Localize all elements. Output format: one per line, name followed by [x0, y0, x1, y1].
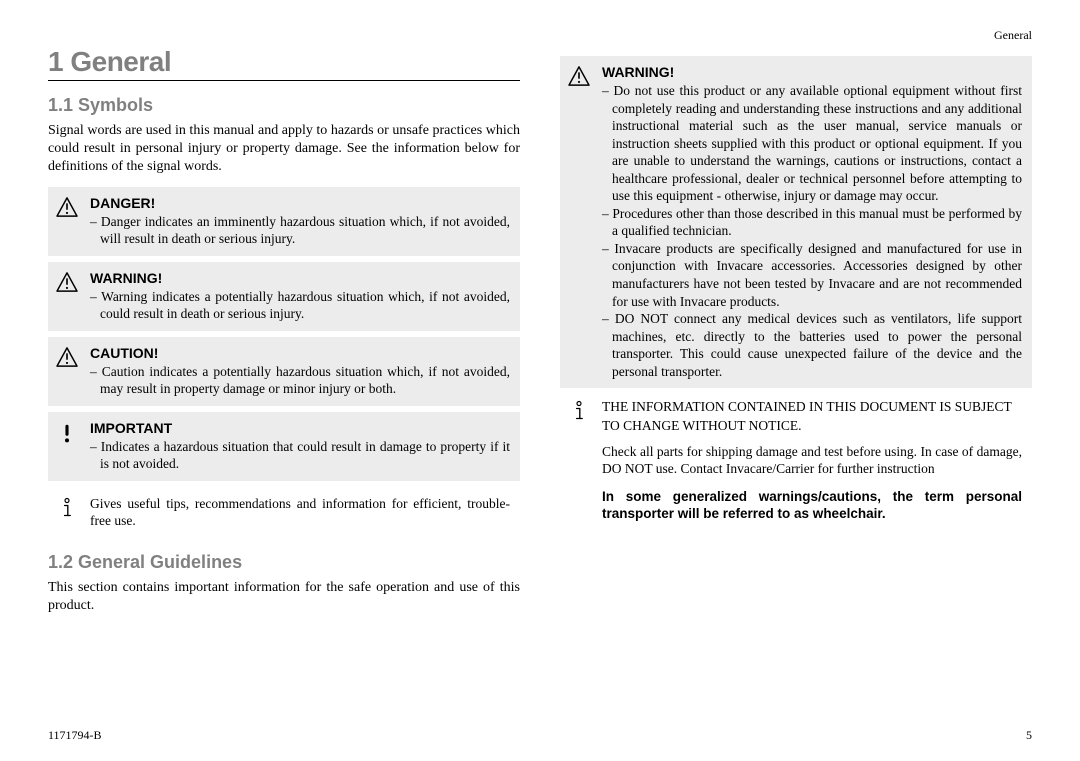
info-icon — [566, 398, 592, 523]
left-column: 1 General 1.1 Symbols Signal words are u… — [48, 28, 520, 741]
danger-callout: DANGER! Danger indicates an imminently h… — [48, 187, 520, 256]
warning-triangle-icon — [54, 270, 80, 323]
info-check: Check all parts for shipping damage and … — [602, 443, 1022, 478]
tip-text: Gives useful tips, recommendations and i… — [90, 495, 510, 530]
doc-number: 1171794-B — [48, 728, 102, 743]
info-upper: THE INFORMATION CONTAINED IN THIS DOCUME… — [602, 398, 1022, 434]
section-1-2-title: 1.2 General Guidelines — [48, 552, 520, 573]
tip-callout: Gives useful tips, recommendations and i… — [48, 487, 520, 538]
info-block: THE INFORMATION CONTAINED IN THIS DOCUME… — [560, 394, 1032, 531]
big-warning-item: DO NOT connect any medical devices such … — [602, 311, 1022, 379]
page-footer: 1171794-B 5 — [48, 728, 1032, 743]
big-warning-item: Procedures other than those described in… — [602, 206, 1022, 239]
running-header: General — [994, 28, 1032, 43]
section-1-2-intro: This section contains important informat… — [48, 579, 520, 615]
warning-triangle-icon — [566, 64, 592, 380]
info-icon — [54, 495, 80, 530]
page-number: 5 — [1026, 728, 1032, 743]
warning-def-title: WARNING! — [90, 270, 510, 286]
warning-def-callout: WARNING! Warning indicates a potentially… — [48, 262, 520, 331]
big-warning-list: Do not use this product or any available… — [602, 82, 1022, 380]
section-1-1-title: 1.1 Symbols — [48, 95, 520, 116]
section-1-1-intro: Signal words are used in this manual and… — [48, 122, 520, 177]
caution-callout: CAUTION! Caution indicates a potentially… — [48, 337, 520, 406]
important-callout: IMPORTANT Indicates a hazardous situatio… — [48, 412, 520, 481]
big-warning-item: Invacare products are specifically desig… — [602, 241, 1022, 309]
big-warning-item: Do not use this product or any available… — [602, 83, 1022, 203]
caution-title: CAUTION! — [90, 345, 510, 361]
warning-triangle-icon — [54, 345, 80, 398]
right-column: WARNING! Do not use this product or any … — [560, 28, 1032, 741]
important-text: Indicates a hazardous situation that cou… — [90, 439, 510, 472]
important-title: IMPORTANT — [90, 420, 510, 436]
big-warning-callout: WARNING! Do not use this product or any … — [560, 56, 1032, 388]
caution-text: Caution indicates a potentially hazardou… — [90, 364, 510, 397]
danger-title: DANGER! — [90, 195, 510, 211]
warning-def-text: Warning indicates a potentially hazardou… — [90, 289, 510, 322]
danger-text: Danger indicates an imminently hazardous… — [90, 214, 510, 247]
warning-triangle-icon — [54, 195, 80, 248]
exclamation-icon — [54, 420, 80, 473]
big-warning-title: WARNING! — [602, 64, 1022, 80]
chapter-title: 1 General — [48, 46, 520, 81]
info-bold: In some generalized warnings/cautions, t… — [602, 488, 1022, 523]
